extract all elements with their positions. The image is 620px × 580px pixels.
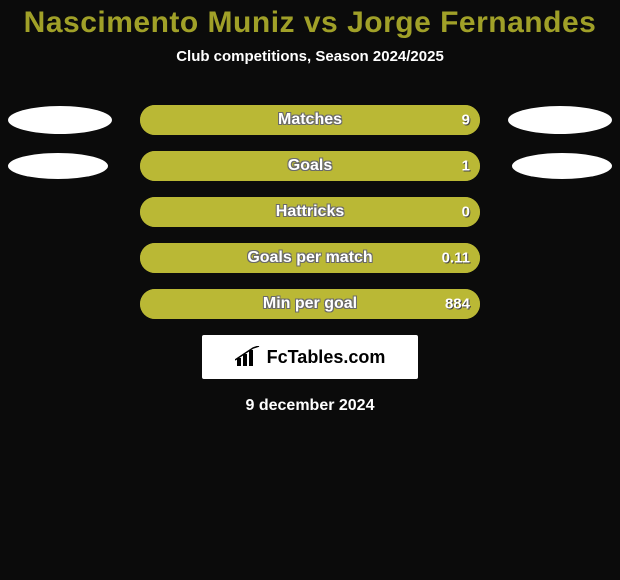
brand-text: FcTables.com (267, 347, 386, 368)
date-text: 9 december 2024 (0, 397, 620, 415)
bar-track: Goals 1 (140, 151, 480, 181)
stat-value-right: 1 (462, 158, 470, 175)
stat-value-right: 0.11 (442, 250, 470, 267)
stat-value-right: 9 (462, 112, 470, 129)
right-ellipse (508, 106, 612, 134)
stat-row: Matches 9 (0, 105, 620, 135)
stat-row: Hattricks 0 (0, 197, 620, 227)
page-title: Nascimento Muniz vs Jorge Fernandes (0, 0, 620, 40)
bar-chart-icon (235, 346, 261, 368)
bar-track: Hattricks 0 (140, 197, 480, 227)
stat-row: Goals 1 (0, 151, 620, 181)
bar-track: Matches 9 (140, 105, 480, 135)
stat-label: Min per goal (263, 295, 357, 313)
stat-row: Goals per match 0.11 (0, 243, 620, 273)
left-ellipse (8, 106, 112, 134)
bar-track: Min per goal 884 (140, 289, 480, 319)
right-ellipse (512, 153, 612, 179)
stat-value-right: 884 (445, 296, 470, 313)
stat-label: Goals per match (247, 249, 372, 267)
stats-container: Matches 9 Goals 1 Hattricks (0, 105, 620, 319)
infographic-root: Nascimento Muniz vs Jorge Fernandes Club… (0, 0, 620, 580)
brand-badge: FcTables.com (202, 335, 418, 379)
stat-row: Min per goal 884 (0, 289, 620, 319)
page-subtitle: Club competitions, Season 2024/2025 (0, 48, 620, 65)
stat-label: Matches (278, 111, 342, 129)
stat-value-right: 0 (462, 204, 470, 221)
left-ellipse (8, 153, 108, 179)
stat-label: Goals (288, 157, 332, 175)
bar-track: Goals per match 0.11 (140, 243, 480, 273)
stat-label: Hattricks (276, 203, 344, 221)
